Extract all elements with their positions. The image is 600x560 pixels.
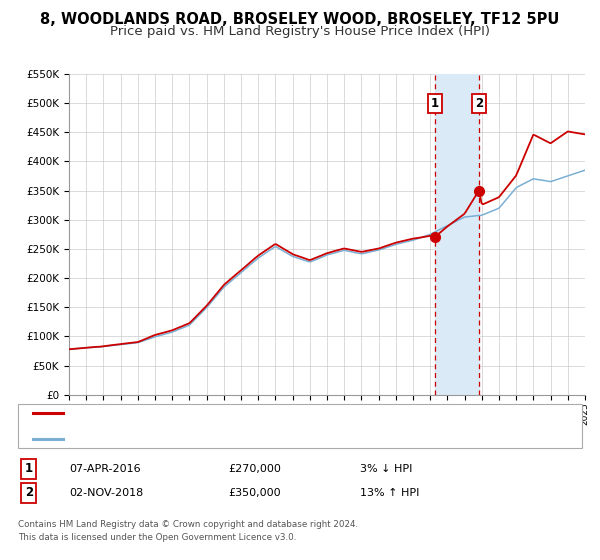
Text: 07-APR-2016: 07-APR-2016 [69, 464, 140, 474]
Bar [435, 74, 479, 395]
Text: 1: 1 [431, 96, 439, 110]
Text: 2: 2 [475, 96, 483, 110]
Text: Contains HM Land Registry data © Crown copyright and database right 2024.: Contains HM Land Registry data © Crown c… [18, 520, 358, 529]
Text: £350,000: £350,000 [228, 488, 281, 498]
Text: 1: 1 [25, 462, 33, 475]
Text: 02-NOV-2018: 02-NOV-2018 [69, 488, 143, 498]
Text: 2: 2 [25, 486, 33, 500]
Text: This data is licensed under the Open Government Licence v3.0.: This data is licensed under the Open Gov… [18, 533, 296, 542]
Text: Price paid vs. HM Land Registry's House Price Index (HPI): Price paid vs. HM Land Registry's House … [110, 25, 490, 38]
Text: HPI: Average price, detached house, Shropshire: HPI: Average price, detached house, Shro… [69, 434, 307, 444]
Text: 8, WOODLANDS ROAD, BROSELEY WOOD, BROSELEY, TF12 5PU (detached house): 8, WOODLANDS ROAD, BROSELEY WOOD, BROSEL… [69, 408, 478, 418]
Text: £270,000: £270,000 [228, 464, 281, 474]
Text: 13% ↑ HPI: 13% ↑ HPI [360, 488, 419, 498]
Text: 8, WOODLANDS ROAD, BROSELEY WOOD, BROSELEY, TF12 5PU: 8, WOODLANDS ROAD, BROSELEY WOOD, BROSEL… [40, 12, 560, 27]
Text: 3% ↓ HPI: 3% ↓ HPI [360, 464, 412, 474]
